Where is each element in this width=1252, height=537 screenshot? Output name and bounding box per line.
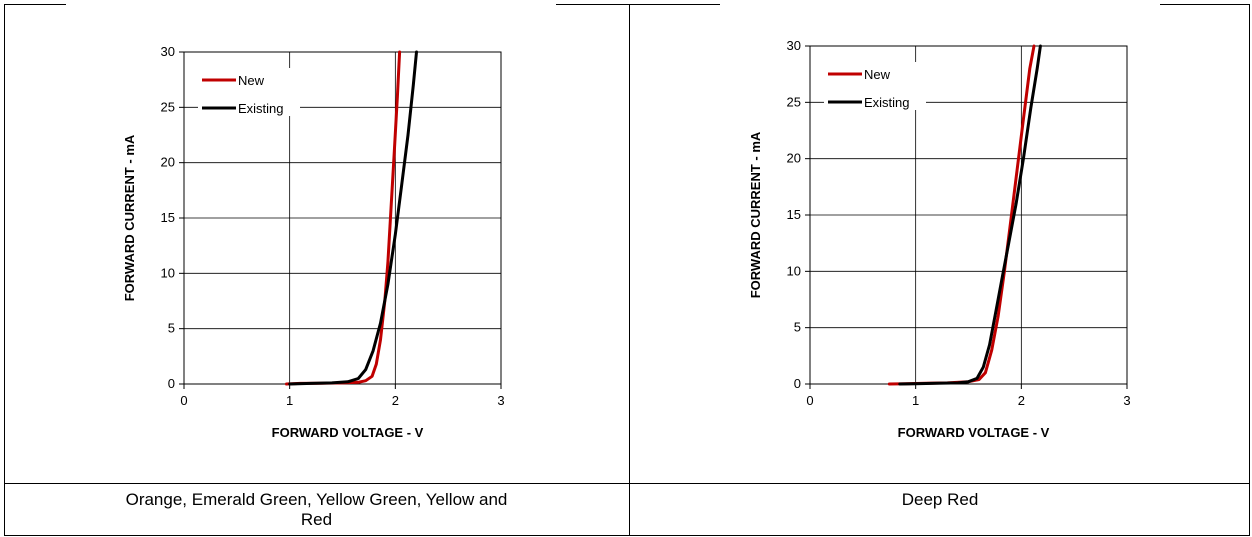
caption-left-text: Orange, Emerald Green, Yellow Green, Yel… [125, 490, 508, 529]
chart-right-y-tick-label: 20 [787, 151, 801, 166]
chart-left-y-tick-label: 0 [168, 376, 175, 391]
chart-right-y-tick-label: 0 [794, 376, 801, 391]
chart-right: 0 5 10 15 20 25 30 0 1 2 3 FORWARD VOLTAGE - V FORWA… [748, 38, 1131, 440]
caption-right-text: Deep Red [901, 490, 979, 509]
chart-right-y-tick-label: 10 [787, 263, 801, 278]
chart-left-x-tick-label: 2 [392, 393, 399, 408]
chart-left: 0 5 10 15 20 25 30 0 1 2 3 FORWARD VOLTAGE - V FORWA… [122, 44, 505, 440]
chart-right-x-tick-label: 1 [912, 393, 919, 408]
chart-right-x-tick-label: 2 [1018, 393, 1025, 408]
chart-right-y-tick-label: 25 [787, 94, 801, 109]
caption-left: Orange, Emerald Green, Yellow Green, Yel… [4, 484, 629, 534]
chart-left-x-tick-label: 0 [180, 393, 187, 408]
chart-left-series-existing [288, 50, 418, 386]
chart-right-x-axis-label: FORWARD VOLTAGE - V [898, 425, 1050, 440]
chart-left-x-tick-label: 3 [497, 393, 504, 408]
chart-right-y-tick-label: 15 [787, 207, 801, 222]
chart-left-y-axis-label: FORWARD CURRENT - mA [122, 134, 137, 301]
figure-table [4, 4, 1250, 536]
top-border-gap [720, 0, 1160, 5]
table-divider-vertical [629, 4, 630, 536]
chart-right-y-tick-label: 5 [794, 320, 801, 335]
chart-right-x-tick-label: 3 [1123, 393, 1130, 408]
chart-left-y-tick-label: 25 [161, 99, 175, 114]
chart-left-y-tick-label: 10 [161, 265, 175, 280]
chart-left-x-tick-label: 1 [286, 393, 293, 408]
chart-left-y-tick-label: 20 [161, 155, 175, 170]
chart-left-y-tick-label: 5 [168, 321, 175, 336]
chart-left-y-tick-label: 15 [161, 210, 175, 225]
chart-left-y-tick-label: 30 [161, 44, 175, 59]
chart-left-x-axis-label: FORWARD VOLTAGE - V [272, 425, 424, 440]
chart-right-y-tick-label: 30 [787, 38, 801, 53]
chart-right-y-axis-label: FORWARD CURRENT - mA [748, 131, 763, 298]
chart-right-legend-label-existing: Existing [864, 95, 910, 110]
table-divider-horizontal [4, 483, 1250, 484]
chart-left-legend-label-existing: Existing [238, 101, 284, 116]
caption-right: Deep Red [630, 484, 1250, 534]
chart-left-legend-label-new: New [238, 73, 265, 88]
chart-right-legend-label-new: New [864, 67, 891, 82]
top-border-gap [66, 0, 556, 5]
chart-right-x-tick-label: 0 [806, 393, 813, 408]
chart-right-series-existing [898, 44, 1042, 386]
